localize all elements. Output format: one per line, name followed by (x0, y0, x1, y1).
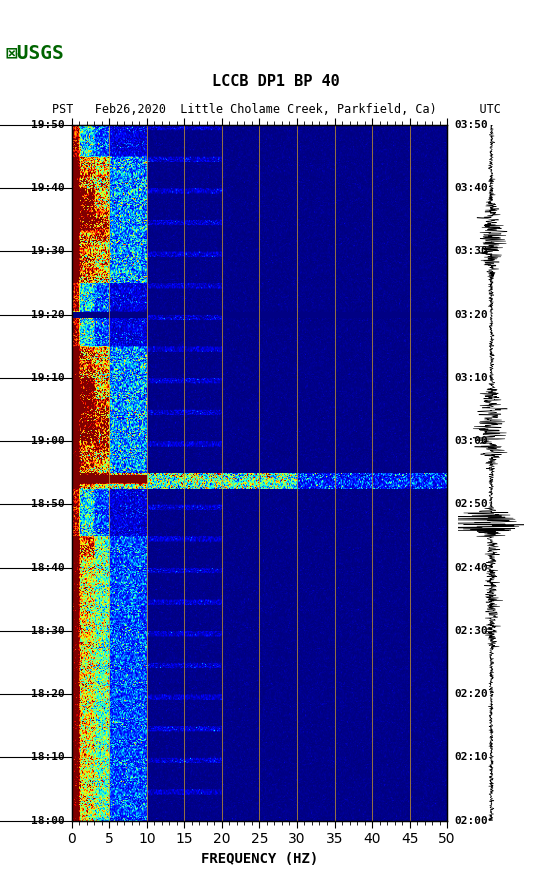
Text: 02:50: 02:50 (455, 500, 489, 509)
Text: 19:00: 19:00 (30, 436, 64, 446)
Text: 03:30: 03:30 (455, 246, 489, 256)
Text: LCCB DP1 BP 40: LCCB DP1 BP 40 (212, 74, 340, 89)
Text: 18:40: 18:40 (30, 563, 64, 573)
Text: 18:20: 18:20 (30, 690, 64, 699)
Text: 18:00: 18:00 (30, 815, 64, 826)
Text: 03:00: 03:00 (455, 436, 489, 446)
Text: 03:40: 03:40 (455, 183, 489, 194)
Text: 02:40: 02:40 (455, 563, 489, 573)
Text: 19:30: 19:30 (30, 246, 64, 256)
Text: 02:00: 02:00 (455, 815, 489, 826)
Text: 19:50: 19:50 (30, 120, 64, 130)
Text: 02:30: 02:30 (455, 626, 489, 636)
Text: 18:10: 18:10 (30, 752, 64, 763)
Text: 19:40: 19:40 (30, 183, 64, 194)
Text: 03:10: 03:10 (455, 373, 489, 383)
X-axis label: FREQUENCY (HZ): FREQUENCY (HZ) (201, 852, 318, 866)
Text: 18:30: 18:30 (30, 626, 64, 636)
Text: 18:50: 18:50 (30, 500, 64, 509)
Text: 03:50: 03:50 (455, 120, 489, 130)
Text: 19:10: 19:10 (30, 373, 64, 383)
Text: 19:20: 19:20 (30, 310, 64, 319)
Text: PST   Feb26,2020  Little Cholame Creek, Parkfield, Ca)      UTC: PST Feb26,2020 Little Cholame Creek, Par… (51, 103, 501, 116)
Text: 02:10: 02:10 (455, 752, 489, 763)
Text: 02:20: 02:20 (455, 690, 489, 699)
Text: ⊠USGS: ⊠USGS (6, 44, 64, 63)
Text: 03:20: 03:20 (455, 310, 489, 319)
